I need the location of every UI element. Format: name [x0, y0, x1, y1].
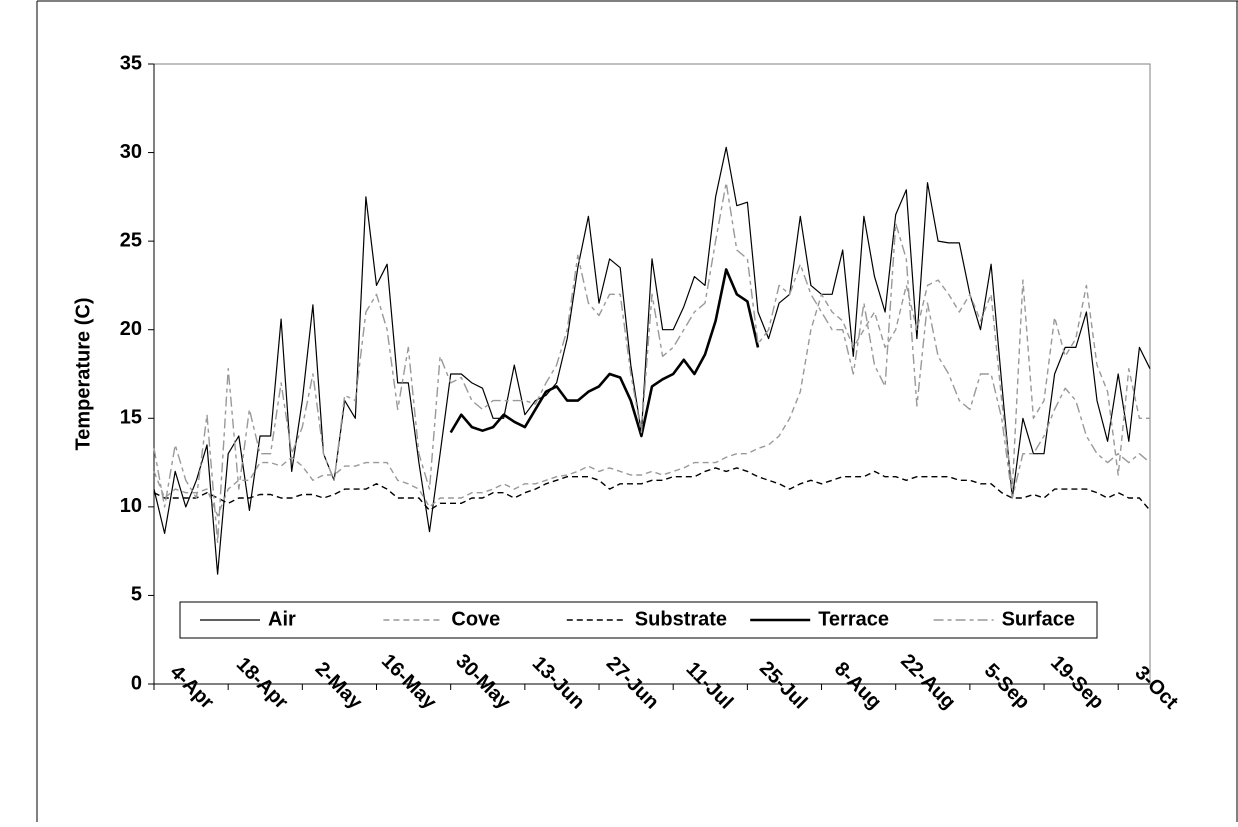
x-tick-label: 22-Aug — [896, 650, 959, 713]
x-tick-label: 8-Aug — [830, 658, 886, 714]
series-line — [153, 146, 1151, 575]
x-tick-label: 30-May — [451, 650, 515, 714]
y-tick-label: 30 — [120, 141, 142, 163]
series-line — [449, 268, 760, 438]
x-tick-label: 13-Jun — [528, 652, 589, 713]
series-line — [153, 279, 1150, 517]
x-tick-label: 3-Oct — [1131, 662, 1183, 714]
y-tick-label: 10 — [120, 495, 142, 517]
legend-label: Terrace — [818, 608, 889, 630]
y-tick-label: 5 — [131, 584, 142, 606]
x-tick-label: 19-Sep — [1046, 652, 1108, 714]
x-tick-label: 5-Sep — [980, 659, 1034, 713]
y-axis-title: Temperature (C) — [72, 298, 94, 451]
y-tick-label: 15 — [120, 407, 142, 429]
x-tick-label: 11-Jul — [682, 658, 738, 714]
x-tick-label: 27-Jun — [602, 652, 663, 713]
y-tick-label: 20 — [120, 318, 142, 340]
y-tick-label: 0 — [131, 672, 142, 694]
x-tick-label: 2-May — [311, 658, 367, 714]
legend-label: Cove — [451, 608, 500, 630]
x-tick-label: 16-May — [377, 650, 441, 714]
x-tick-label: 18-Apr — [232, 653, 293, 714]
legend-label: Surface — [1002, 608, 1075, 630]
x-tick-label: 4-Apr — [166, 661, 219, 714]
legend-label: Substrate — [635, 608, 727, 630]
legend-label: Air — [268, 608, 296, 630]
y-tick-label: 25 — [120, 229, 142, 251]
x-tick-label: 25-Jul — [755, 657, 811, 713]
series-line — [153, 467, 1151, 512]
legend-box — [179, 601, 1098, 639]
series-line — [153, 182, 1151, 543]
legend: Air Cove Substrate Terrace Surface — [179, 601, 1098, 639]
y-tick-label: 35 — [120, 52, 142, 74]
